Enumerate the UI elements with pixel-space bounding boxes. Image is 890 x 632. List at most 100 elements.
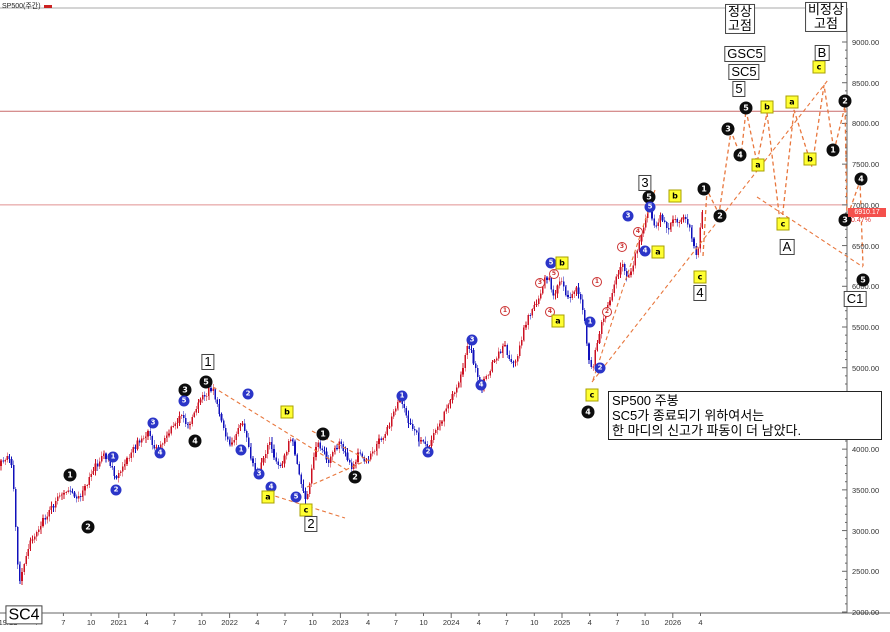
wave-marker-black-2[interactable]: 2 (838, 94, 852, 108)
wave-label-sc4[interactable]: SC4 (5, 605, 43, 625)
time-axis-label: 2023 (332, 618, 349, 627)
wave-marker-blue-1[interactable]: 1 (396, 390, 408, 402)
time-axis-label: 10 (308, 618, 317, 627)
wave-marker-a[interactable]: a (261, 490, 275, 504)
wave-marker-black-3[interactable]: 3 (838, 213, 852, 227)
chart-title-text: SP500(주간) (2, 3, 41, 10)
wave-marker-blue-3[interactable]: 3 (466, 334, 478, 346)
wave-marker-red-4[interactable]: 4 (545, 307, 555, 317)
wave-marker-a[interactable]: a (551, 314, 565, 328)
wave-marker-c[interactable]: c (693, 270, 707, 284)
wave-marker-blue-1[interactable]: 1 (584, 316, 596, 328)
wave-label-wave-3[interactable]: 3 (638, 174, 652, 192)
wave-marker-blue-5[interactable]: 5 (545, 257, 557, 269)
time-axis-label: 7 (61, 618, 66, 627)
wave-marker-black-4[interactable]: 4 (188, 434, 202, 448)
wave-marker-blue-4[interactable]: 4 (475, 379, 487, 391)
time-axis-label: 10 (419, 618, 428, 627)
wave-marker-red-5[interactable]: 5 (549, 269, 559, 279)
wave-marker-blue-4[interactable]: 4 (639, 245, 651, 257)
wave-marker-blue-2[interactable]: 2 (110, 484, 122, 496)
wave-marker-c[interactable]: c (585, 388, 599, 402)
wave-label-wave-1[interactable]: 1 (201, 353, 215, 371)
wave-marker-black-4[interactable]: 4 (854, 172, 868, 186)
wave-marker-c[interactable]: c (299, 503, 313, 517)
wave-label-sc5[interactable]: SC5 (728, 63, 760, 81)
wave-marker-blue-4[interactable]: 4 (154, 447, 166, 459)
time-axis-label: 10 (530, 618, 539, 627)
wave-marker-black-5[interactable]: 5 (739, 101, 753, 115)
wave-label-peak-normal[interactable]: 정상 고점 (725, 3, 755, 35)
wave-marker-a[interactable]: a (751, 158, 765, 172)
wave-marker-black-1[interactable]: 1 (826, 143, 840, 157)
wave-marker-blue-3[interactable]: 3 (147, 417, 159, 429)
wave-marker-blue-2[interactable]: 2 (242, 388, 254, 400)
price-axis-label: 5500.00 (852, 323, 880, 332)
wave-marker-red-2[interactable]: 2 (602, 307, 612, 317)
wave-marker-black-2[interactable]: 2 (81, 520, 95, 534)
wave-marker-black-4[interactable]: 4 (581, 405, 595, 419)
wave-marker-black-3[interactable]: 3 (721, 122, 735, 136)
wave-marker-b[interactable]: b (760, 100, 774, 114)
time-axis-label: 2022 (221, 618, 238, 627)
price-axis-label: 7000.00 (852, 200, 880, 210)
wave-marker-b[interactable]: b (555, 256, 569, 270)
price-axis-label: 8000.00 (852, 119, 880, 129)
wave-marker-black-4[interactable]: 4 (733, 148, 747, 162)
chart-title: SP500(주간) (2, 1, 52, 11)
wave-marker-black-1[interactable]: 1 (316, 427, 330, 441)
wave-marker-blue-3[interactable]: 3 (253, 468, 265, 480)
wave-label-wave-2[interactable]: 2 (304, 515, 318, 533)
wave-marker-blue-1[interactable]: 1 (235, 444, 247, 456)
wave-label-wave-4[interactable]: 4 (693, 284, 707, 302)
wave-marker-a[interactable]: a (785, 95, 799, 109)
wave-marker-blue-4[interactable]: 4 (265, 481, 277, 493)
wave-marker-c[interactable]: c (776, 217, 790, 231)
time-axis-label: 2026 (664, 618, 682, 627)
price-axis-label: 7500.00 (852, 160, 880, 170)
wave-marker-red-1[interactable]: 1 (592, 277, 602, 287)
wave-marker-b[interactable]: b (803, 152, 817, 166)
time-axis-label: 7 (172, 618, 177, 627)
wave-label-gsc5[interactable]: GSC5 (724, 45, 766, 63)
price-axis-label: 6000.00 (852, 282, 880, 292)
time-axis-label: 10 (197, 618, 207, 627)
wave-marker-black-2[interactable]: 2 (713, 209, 727, 223)
price-axis-label: 5000.00 (852, 363, 880, 373)
wave-marker-red-3[interactable]: 3 (535, 278, 545, 288)
time-axis-label: 4 (587, 618, 592, 627)
note-line-2: SC5가 종료되기 위하여서는 (612, 408, 765, 423)
wave-marker-red-1[interactable]: 1 (500, 306, 510, 316)
wave-marker-b[interactable]: b (280, 405, 294, 419)
wave-marker-blue-3[interactable]: 3 (622, 210, 634, 222)
wave-label-peak-abnormal[interactable]: 비정상 고점 (805, 1, 847, 33)
wave-marker-c[interactable]: c (812, 60, 826, 74)
wave-marker-a[interactable]: a (651, 245, 665, 259)
wave-label-wave-A[interactable]: A (779, 238, 795, 256)
wave-marker-black-3[interactable]: 3 (178, 383, 192, 397)
wave-marker-black-1[interactable]: 1 (697, 182, 711, 196)
wave-label-wave-B[interactable]: B (814, 44, 830, 62)
wave-marker-red-4[interactable]: 4 (633, 227, 643, 237)
wave-label-wave-C1[interactable]: C1 (843, 290, 867, 308)
wave-marker-blue-5[interactable]: 5 (290, 491, 302, 503)
wave-marker-black-1[interactable]: 1 (63, 468, 77, 482)
time-axis-label: 10 (640, 618, 650, 627)
wave-marker-black-5[interactable]: 5 (199, 375, 213, 389)
wave-marker-black-2[interactable]: 2 (348, 470, 362, 484)
wave-marker-black-5[interactable]: 5 (642, 190, 656, 204)
time-axis-label: 7 (282, 618, 288, 627)
wave-marker-blue-5[interactable]: 5 (644, 201, 656, 213)
wave-marker-red-3[interactable]: 3 (617, 242, 627, 252)
wave-marker-black-5[interactable]: 5 (856, 273, 870, 287)
wave-marker-blue-2[interactable]: 2 (422, 446, 434, 458)
wave-marker-blue-2[interactable]: 2 (594, 362, 606, 374)
wave-marker-blue-1[interactable]: 1 (107, 451, 119, 463)
wave-label-wave-5[interactable]: 5 (732, 80, 746, 98)
wave-marker-b[interactable]: b (668, 189, 682, 203)
annotation-note[interactable]: SP500 주봉 SC5가 종료되기 위하여서는 한 마디의 신고가 파동이 더… (608, 391, 882, 440)
note-line-3: 한 마디의 신고가 파동이 더 남았다. (612, 423, 802, 438)
wave-marker-blue-5[interactable]: 5 (178, 395, 190, 407)
